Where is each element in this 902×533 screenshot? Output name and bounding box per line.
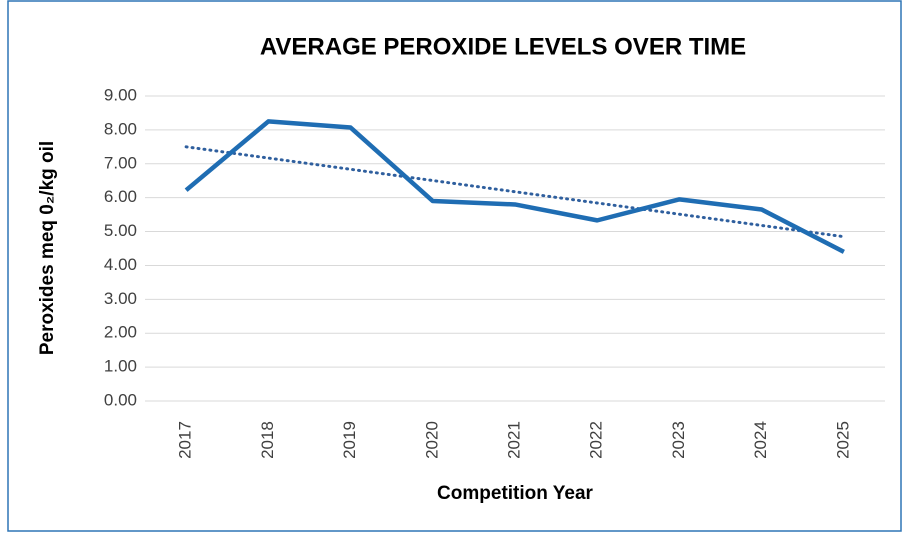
x-tick-label: 2024	[751, 421, 770, 459]
y-tick-label: 8.00	[104, 119, 137, 138]
chart-border	[7, 0, 902, 532]
x-tick-label: 2025	[833, 421, 852, 459]
y-tick-label: 7.00	[104, 153, 137, 172]
x-tick-label: 2019	[340, 421, 359, 459]
chart-title: AVERAGE PEROXIDE LEVELS OVER TIME	[260, 33, 746, 60]
y-tick-label: 9.00	[104, 85, 137, 104]
x-tick-label: 2020	[422, 421, 441, 459]
trend-line	[184, 145, 846, 239]
x-tick-label: 2023	[669, 421, 688, 459]
y-tick-label: 2.00	[104, 323, 137, 342]
x-tick-label: 2021	[504, 421, 523, 459]
x-tick-label: 2018	[258, 421, 277, 459]
x-tick-label: 2017	[176, 421, 195, 459]
x-tick-label: 2022	[587, 421, 606, 459]
x-axis-title: Competition Year	[437, 483, 594, 504]
y-axis-title: Peroxides meq 0₂/kg oil	[37, 141, 58, 355]
y-tick-label: 6.00	[104, 187, 137, 206]
data-line	[184, 119, 845, 254]
y-tick-label: 5.00	[104, 221, 137, 240]
y-tick-label: 1.00	[104, 357, 137, 376]
y-tick-label: 0.00	[104, 390, 137, 409]
y-tick-label: 3.00	[104, 289, 137, 308]
y-tick-label: 4.00	[104, 255, 137, 274]
